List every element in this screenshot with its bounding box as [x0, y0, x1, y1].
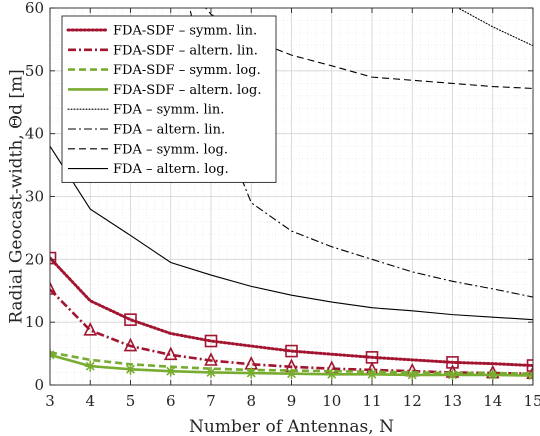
data-point-marker [165, 365, 177, 377]
data-point-marker [124, 313, 137, 326]
legend-label: FDA-SDF – altern. log. [113, 83, 261, 98]
legend-item: FDA-SDF – symm. log. [68, 63, 261, 78]
data-point-marker [50, 349, 56, 361]
y-tick-label: 0 [34, 376, 44, 394]
x-axis-label: Number of Antennas, N [189, 417, 394, 436]
legend-label: FDA – altern. lin. [113, 123, 225, 138]
series-5 [457, 8, 533, 47]
data-point-marker [245, 367, 257, 379]
y-tick-label: 30 [25, 188, 44, 206]
data-point-marker [205, 366, 217, 378]
x-tick-label: 13 [443, 392, 462, 410]
x-tick-label: 12 [403, 392, 422, 410]
legend-item: FDA – altern. log. [68, 162, 229, 177]
legend-item: FDA – symm. log. [68, 142, 228, 157]
data-point-marker [366, 368, 378, 380]
legend-item: FDA-SDF – symm. lin. [66, 24, 257, 39]
data-point-marker [326, 368, 338, 380]
data-point-marker [285, 344, 298, 358]
data-point-marker [204, 334, 218, 348]
data-point-marker [487, 369, 499, 381]
series-4 [50, 349, 533, 382]
data-point-marker [406, 369, 418, 381]
series-line [50, 288, 533, 375]
legend-item: FDA-SDF – altern. lin. [68, 43, 258, 58]
data-point-marker [163, 346, 178, 361]
legend-item: FDA – symm. lin. [67, 103, 224, 118]
x-tick-label: 15 [523, 392, 540, 410]
x-tick-label: 5 [126, 392, 136, 410]
data-point-marker [84, 360, 96, 372]
y-tick-label: 10 [25, 313, 44, 331]
y-tick-label: 20 [25, 250, 44, 268]
x-tick-label: 4 [85, 392, 95, 410]
series-line [50, 145, 533, 321]
series-line [457, 8, 533, 47]
y-tick-label: 40 [25, 125, 44, 143]
x-tick-label: 6 [166, 392, 176, 410]
legend-label: FDA – symm. lin. [113, 103, 224, 118]
y-axis-label: Radial Geocast-width, Θd [m] [7, 69, 27, 324]
data-point-marker [125, 363, 136, 375]
y-tick-label: 50 [25, 62, 44, 80]
series-1 [50, 251, 533, 372]
legend-item: FDA – altern. lin. [68, 123, 225, 138]
x-tick-label: 9 [287, 392, 297, 410]
legend-label: FDA – symm. log. [113, 142, 228, 157]
legend-box [61, 15, 277, 183]
series-8 [50, 145, 533, 321]
data-point-marker [526, 359, 533, 372]
x-tick-label: 10 [322, 392, 341, 410]
legend-label: FDA – altern. log. [113, 162, 229, 177]
legend-label: FDA-SDF – altern. lin. [113, 43, 258, 58]
y-tick-label: 60 [25, 0, 44, 17]
legend: FDA-SDF – symm. lin. FDA-SDF – altern. li… [61, 15, 277, 183]
x-tick-label: 8 [246, 392, 256, 410]
data-point-marker [50, 251, 57, 265]
x-tick-label: 3 [45, 392, 55, 410]
series-line [50, 256, 533, 368]
data-point-marker [527, 370, 533, 382]
data-point-marker [447, 369, 458, 381]
x-tick-label: 14 [483, 392, 502, 410]
axis-ticks: 3 4 5 6 7 8 9 10 11 12 13 14 15 0 10 20 30 40 50 60 [25, 0, 540, 410]
x-tick-label: 11 [362, 392, 381, 410]
legend-label: FDA-SDF – symm. log. [113, 63, 261, 78]
legend-item: FDA-SDF – altern. log. [68, 83, 261, 98]
data-point-marker [83, 322, 98, 336]
x-tick-label: 7 [206, 392, 216, 410]
data-point-marker [123, 337, 138, 352]
legend-label: FDA-SDF – symm. lin. [113, 24, 257, 39]
data-point-marker [286, 368, 297, 380]
data-point-marker [50, 281, 57, 295]
data-point-marker [204, 352, 218, 366]
data-point-marker [446, 356, 459, 369]
